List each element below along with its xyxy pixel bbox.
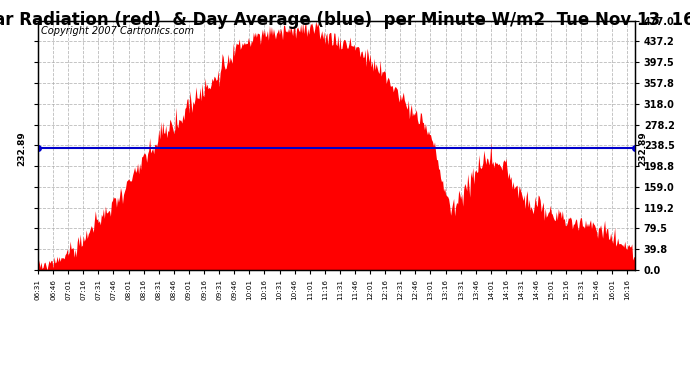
Text: Solar Radiation (red)  & Day Average (blue)  per Minute W/m2  Tue Nov 13  16:27: Solar Radiation (red) & Day Average (blu…: [0, 11, 690, 29]
Text: 232.89: 232.89: [638, 131, 648, 166]
Text: Copyright 2007 Cartronics.com: Copyright 2007 Cartronics.com: [41, 26, 194, 36]
Text: 232.89: 232.89: [17, 131, 27, 166]
